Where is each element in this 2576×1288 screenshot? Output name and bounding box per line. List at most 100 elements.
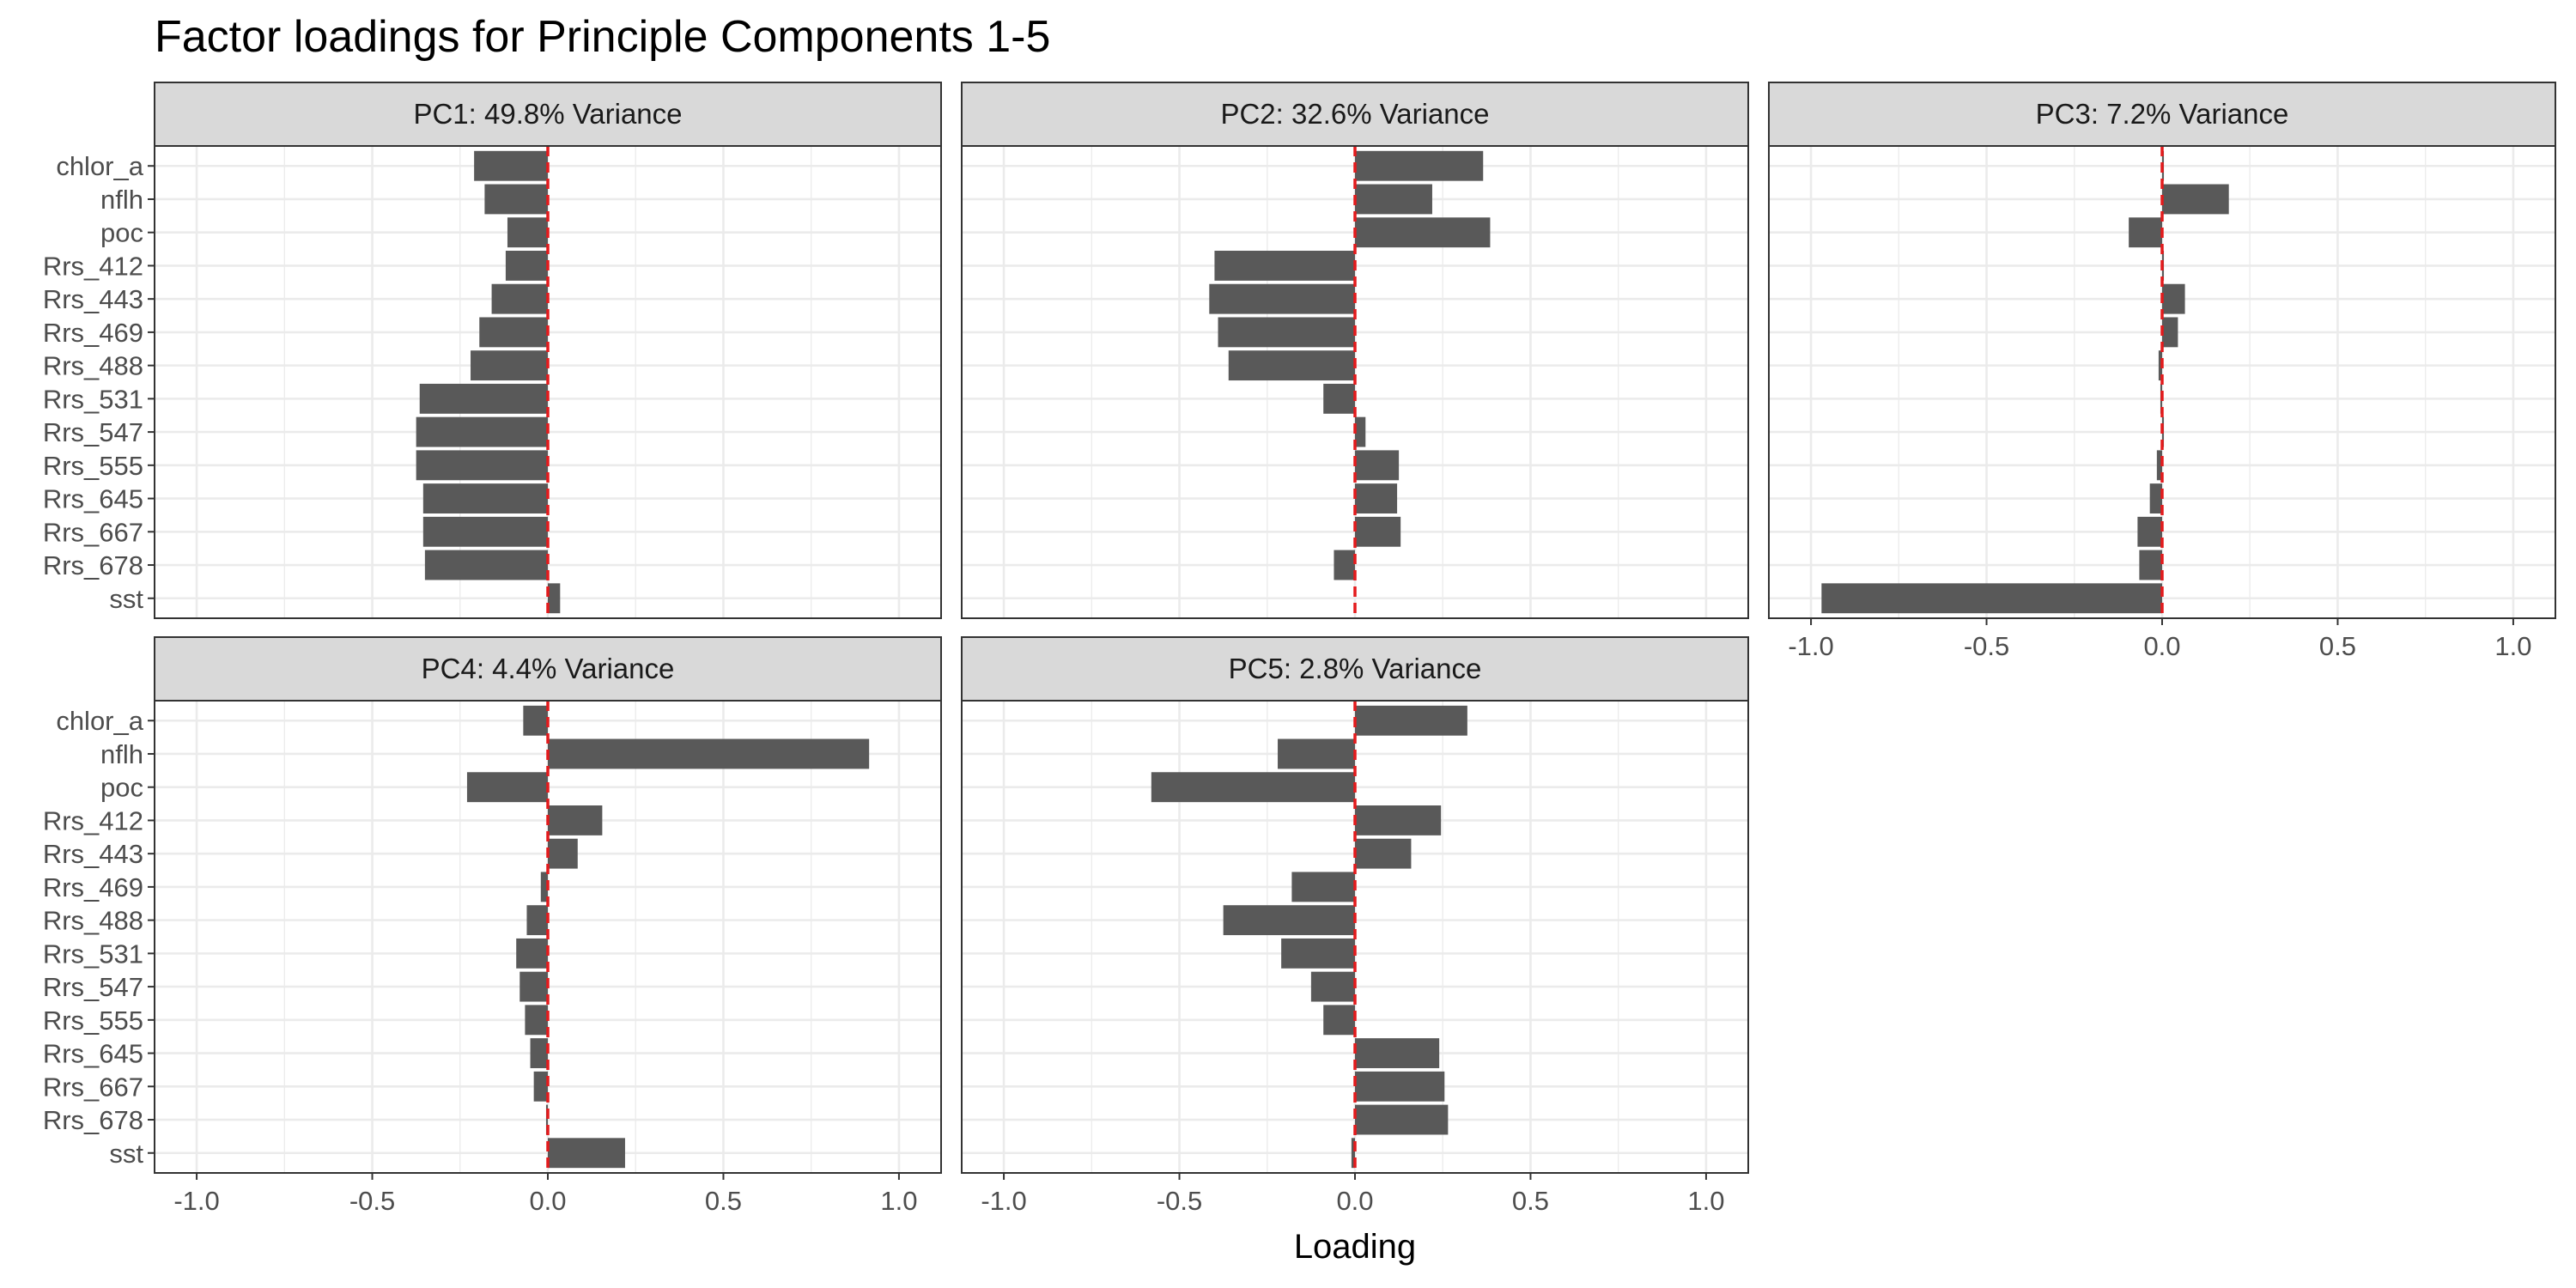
bar-pc2-nflh bbox=[1355, 184, 1432, 215]
bar-pc4-poc bbox=[466, 772, 548, 803]
bar-pc4-rrs-645 bbox=[530, 1038, 548, 1068]
y-tick-label-sst: sst bbox=[109, 1139, 143, 1169]
bar-pc5-rrs-678 bbox=[1355, 1104, 1449, 1135]
bar-pc4-rrs-555 bbox=[525, 1005, 548, 1036]
y-tick-label-rrs-469: Rrs_469 bbox=[43, 872, 143, 902]
x-tick-label: 1.0 bbox=[880, 1186, 917, 1216]
bar-pc1-rrs-531 bbox=[419, 383, 548, 414]
panel-border-pc2 bbox=[961, 145, 1749, 619]
x-tick-label: 1.0 bbox=[2494, 631, 2531, 661]
x-tick-label: 0.5 bbox=[705, 1186, 742, 1216]
bar-pc5-rrs-531 bbox=[1281, 938, 1355, 969]
strip-label-pc2: PC2: 32.6% Variance bbox=[1220, 98, 1489, 130]
y-tick-label-rrs-645: Rrs_645 bbox=[43, 484, 143, 514]
y-tick-label-rrs-547: Rrs_547 bbox=[43, 972, 143, 1002]
bar-pc4-rrs-531 bbox=[516, 938, 548, 969]
panel-border-pc1 bbox=[154, 145, 942, 619]
bar-pc3-rrs-469 bbox=[2162, 317, 2178, 348]
bar-pc4-rrs-469 bbox=[540, 872, 548, 902]
bar-pc2-chlor-a bbox=[1355, 150, 1484, 181]
y-tick-label-rrs-678: Rrs_678 bbox=[43, 550, 143, 580]
bar-pc2-rrs-469 bbox=[1218, 317, 1355, 348]
x-tick-label: 0.0 bbox=[1336, 1186, 1373, 1216]
bar-pc1-rrs-488 bbox=[471, 350, 548, 381]
y-tick-label-rrs-412: Rrs_412 bbox=[43, 251, 143, 281]
y-tick-label-sst: sst bbox=[109, 584, 143, 614]
bar-pc3-rrs-443 bbox=[2162, 283, 2185, 314]
bar-pc2-rrs-645 bbox=[1355, 483, 1398, 513]
bar-pc2-rrs-547 bbox=[1355, 416, 1366, 447]
bar-pc5-rrs-469 bbox=[1291, 872, 1355, 902]
y-tick-label-rrs-547: Rrs_547 bbox=[43, 417, 143, 447]
y-tick-label-rrs-443: Rrs_443 bbox=[43, 284, 143, 314]
bar-pc2-rrs-443 bbox=[1209, 283, 1355, 314]
bar-pc3-sst bbox=[1821, 583, 2162, 614]
x-tick-label: -0.5 bbox=[349, 1186, 395, 1216]
x-tick-label: -1.0 bbox=[981, 1186, 1026, 1216]
x-tick-label: -0.5 bbox=[1964, 631, 2009, 661]
bar-pc3-rrs-678 bbox=[2139, 550, 2162, 580]
bar-pc1-rrs-555 bbox=[416, 450, 548, 481]
strip-label-pc4: PC4: 4.4% Variance bbox=[422, 653, 675, 684]
y-tick-label-rrs-488: Rrs_488 bbox=[43, 351, 143, 381]
y-tick-label-rrs-645: Rrs_645 bbox=[43, 1039, 143, 1069]
strip-pc1 bbox=[154, 82, 942, 147]
y-tick-label-rrs-531: Rrs_531 bbox=[43, 384, 143, 414]
bar-pc5-rrs-488 bbox=[1223, 905, 1355, 936]
x-tick-label: 0.0 bbox=[2143, 631, 2180, 661]
bar-pc1-rrs-645 bbox=[422, 483, 548, 513]
y-tick-label-rrs-667: Rrs_667 bbox=[43, 1072, 143, 1102]
bar-pc5-rrs-645 bbox=[1355, 1038, 1440, 1068]
bar-pc2-rrs-531 bbox=[1323, 383, 1355, 414]
bar-pc1-nflh bbox=[484, 184, 548, 215]
panel-pc1: PC1: 49.8% Variance chlor_anflhpocRrs_412… bbox=[43, 82, 942, 619]
bar-pc3-poc bbox=[2129, 217, 2162, 248]
strip-label-pc5: PC5: 2.8% Variance bbox=[1229, 653, 1482, 684]
bar-pc4-rrs-443 bbox=[548, 838, 578, 869]
bar-pc5-rrs-547 bbox=[1310, 971, 1355, 1002]
y-tick-label-rrs-531: Rrs_531 bbox=[43, 939, 143, 969]
bar-pc3-rrs-645 bbox=[2149, 483, 2162, 513]
y-tick-label-poc: poc bbox=[100, 773, 143, 803]
bar-pc4-rrs-547 bbox=[519, 971, 548, 1002]
bar-pc5-rrs-412 bbox=[1355, 805, 1442, 835]
bar-pc3-rrs-488 bbox=[2158, 350, 2162, 381]
facet-panels: PC1: 49.8% Variance chlor_a nflh poc Rrs_412… bbox=[43, 82, 2556, 1216]
bar-pc4-sst bbox=[548, 1138, 625, 1169]
bar-pc1-poc bbox=[507, 217, 548, 248]
x-tick-label: 0.5 bbox=[1512, 1186, 1549, 1216]
panel-pc2: PC2: 32.6% Variance bbox=[961, 82, 1749, 619]
bar-pc5-rrs-667 bbox=[1355, 1071, 1445, 1102]
strip-pc3 bbox=[1768, 82, 2556, 147]
x-tick-label: 0.0 bbox=[529, 1186, 566, 1216]
y-tick-label-rrs-678: Rrs_678 bbox=[43, 1105, 143, 1135]
bar-pc4-rrs-488 bbox=[526, 905, 548, 936]
bar-pc2-rrs-667 bbox=[1355, 516, 1401, 547]
y-tick-label-rrs-488: Rrs_488 bbox=[43, 906, 143, 936]
x-tick-label: -1.0 bbox=[173, 1186, 219, 1216]
bar-pc3-nflh bbox=[2162, 184, 2229, 215]
bar-pc1-rrs-667 bbox=[422, 516, 548, 547]
y-tick-label-rrs-469: Rrs_469 bbox=[43, 318, 143, 348]
bar-pc2-rrs-488 bbox=[1228, 350, 1355, 381]
strip-label-pc3: PC3: 7.2% Variance bbox=[2036, 98, 2289, 130]
strip-label-pc1: PC1: 49.8% Variance bbox=[413, 98, 682, 130]
y-tick-label-rrs-667: Rrs_667 bbox=[43, 517, 143, 547]
y-tick-label-nflh: nflh bbox=[100, 185, 143, 215]
bar-pc1-sst bbox=[548, 583, 561, 614]
bar-pc1-rrs-469 bbox=[479, 317, 548, 348]
bar-pc1-rrs-443 bbox=[491, 283, 548, 314]
y-tick-label-chlor-a: chlor_a bbox=[56, 706, 143, 736]
panel-pc3: PC3: 7.2% Variance -1.0 -0.5 0.0 0.5 1.0 bbox=[1768, 82, 2556, 661]
bar-pc2-rrs-412 bbox=[1214, 251, 1355, 281]
x-tick-label: -0.5 bbox=[1157, 1186, 1202, 1216]
y-tick-label-rrs-443: Rrs_443 bbox=[43, 839, 143, 869]
bar-pc5-chlor-a bbox=[1355, 705, 1467, 736]
bar-pc1-rrs-547 bbox=[416, 416, 548, 447]
bar-pc1-rrs-678 bbox=[424, 550, 548, 580]
bar-pc5-sst bbox=[1351, 1138, 1355, 1169]
x-tick-label: -1.0 bbox=[1788, 631, 1833, 661]
bar-pc2-rrs-678 bbox=[1334, 550, 1355, 580]
